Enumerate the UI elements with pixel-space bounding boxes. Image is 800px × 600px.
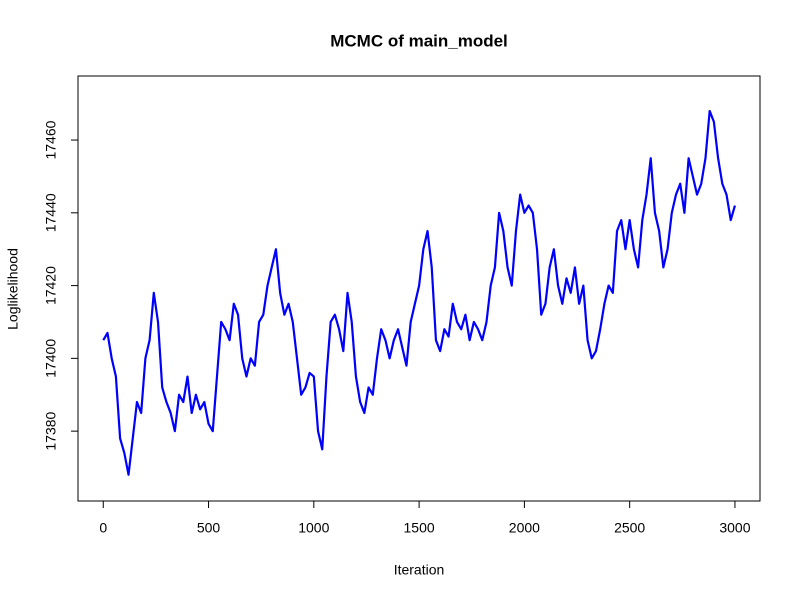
- y-tick-label: 17400: [43, 339, 59, 378]
- x-tick-label: 1000: [298, 520, 329, 536]
- x-tick-label: 0: [99, 520, 107, 536]
- chart-title: MCMC of main_model: [330, 31, 508, 50]
- y-axis-label: Loglikelihood: [5, 248, 21, 330]
- x-tick-label: 500: [197, 520, 221, 536]
- x-tick-label: 2500: [614, 520, 645, 536]
- y-tick-label: 17440: [43, 193, 59, 232]
- x-tick-label: 2000: [509, 520, 540, 536]
- y-tick-label: 17460: [43, 120, 59, 159]
- y-tick-label: 17420: [43, 266, 59, 305]
- data-line: [102, 109, 736, 476]
- y-tick-label: 17380: [43, 411, 59, 450]
- x-tick-label: 3000: [719, 520, 750, 536]
- x-axis-label: Iteration: [394, 562, 445, 578]
- x-tick-label: 1500: [404, 520, 435, 536]
